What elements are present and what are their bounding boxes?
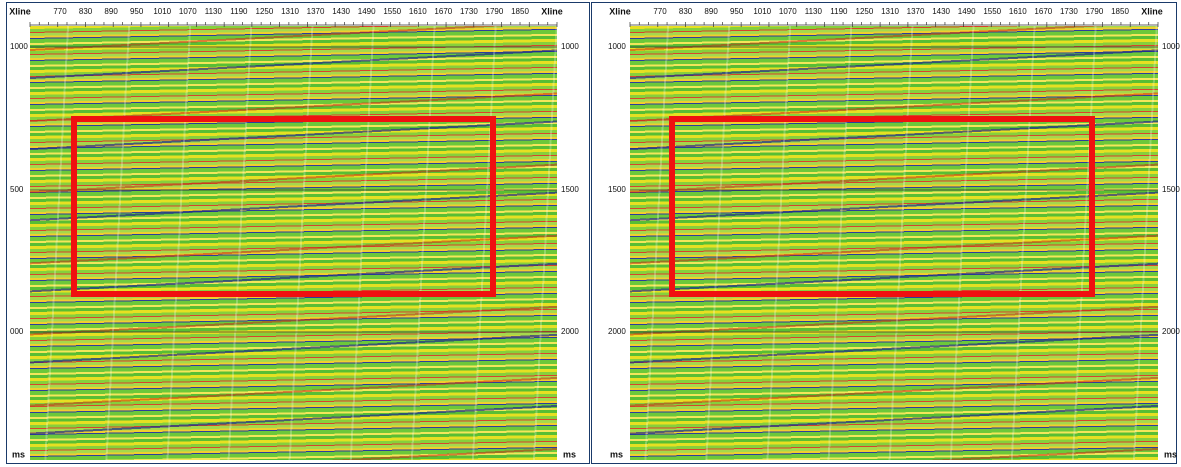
xline-tick-label: 890: [104, 7, 118, 16]
time-label: 2000: [561, 327, 579, 336]
time-label: 1500: [1162, 185, 1180, 194]
unit-label: ms: [563, 449, 576, 459]
xline-tick-label: 1250: [856, 7, 874, 16]
xline-tick-label: 1490: [358, 7, 376, 16]
time-label: 1000: [10, 42, 28, 51]
xline-tick-label: 890: [704, 7, 718, 16]
xline-tick-label: 1730: [1060, 7, 1078, 16]
xline-tick-label: 1850: [1111, 7, 1129, 16]
xline-tick-label: 1490: [958, 7, 976, 16]
time-label: 500: [10, 185, 24, 194]
header-label: Xline: [1141, 6, 1163, 16]
xline-tick-label: 1430: [332, 7, 350, 16]
overlay: Xline Xline 770 830 890 950 1010 1070 1130 1190 12…: [0, 0, 1181, 467]
time-label: 1500: [561, 185, 579, 194]
xline-tick-label: 830: [79, 7, 93, 16]
xline-tick-label: 1310: [881, 7, 899, 16]
xline-tick-label: 1670: [1034, 7, 1052, 16]
xline-tick-label: 1730: [460, 7, 478, 16]
time-label: 000: [10, 327, 24, 336]
xline-tick-label: 1190: [230, 7, 248, 16]
xline-tick-label: 1250: [256, 7, 274, 16]
xline-tick-label: 1070: [179, 7, 197, 16]
xline-tick-label: 1670: [434, 7, 452, 16]
time-label: 1500: [608, 185, 626, 194]
xline-tick-label: 950: [730, 7, 744, 16]
screen: Xline Xline 770 830 890 950 1010 1070 1130 1190 12…: [0, 0, 1181, 467]
xline-tick-label: 1310: [281, 7, 299, 16]
xline-tick-label: 950: [130, 7, 144, 16]
header-label: Xline: [541, 6, 563, 16]
unit-label: ms: [1164, 449, 1177, 459]
time-label: 1000: [608, 42, 626, 51]
xline-tick-label: 1850: [511, 7, 529, 16]
xline-tick-label: 770: [653, 7, 667, 16]
xline-tick-label: 1550: [983, 7, 1001, 16]
time-label: 2000: [1162, 327, 1180, 336]
xline-tick-label: 830: [679, 7, 693, 16]
xline-tick-label: 1610: [1009, 7, 1027, 16]
xline-tick-label: 1610: [409, 7, 427, 16]
xline-tick-label: 1370: [307, 7, 325, 16]
time-label: 1000: [1162, 42, 1180, 51]
header-label: Xline: [9, 6, 31, 16]
highlight-box: [74, 119, 493, 294]
xline-tick-label: 770: [53, 7, 67, 16]
xline-tick-label: 1790: [1086, 7, 1104, 16]
xline-tick-label: 1190: [830, 7, 848, 16]
xline-tick-label: 1010: [753, 7, 771, 16]
xline-tick-label: 1790: [486, 7, 504, 16]
xline-tick-label: 1130: [805, 7, 823, 16]
unit-label: ms: [610, 449, 623, 459]
xline-tick-label: 1550: [383, 7, 401, 16]
time-label: 2000: [608, 327, 626, 336]
xline-tick-label: 1130: [205, 7, 223, 16]
unit-label: ms: [12, 449, 25, 459]
time-label: 1000: [561, 42, 579, 51]
highlight-box: [672, 119, 1092, 294]
header-label: Xline: [609, 6, 631, 16]
xline-tick-label: 1430: [932, 7, 950, 16]
xline-tick-label: 1370: [907, 7, 925, 16]
xline-tick-label: 1010: [153, 7, 171, 16]
xline-tick-label: 1070: [779, 7, 797, 16]
